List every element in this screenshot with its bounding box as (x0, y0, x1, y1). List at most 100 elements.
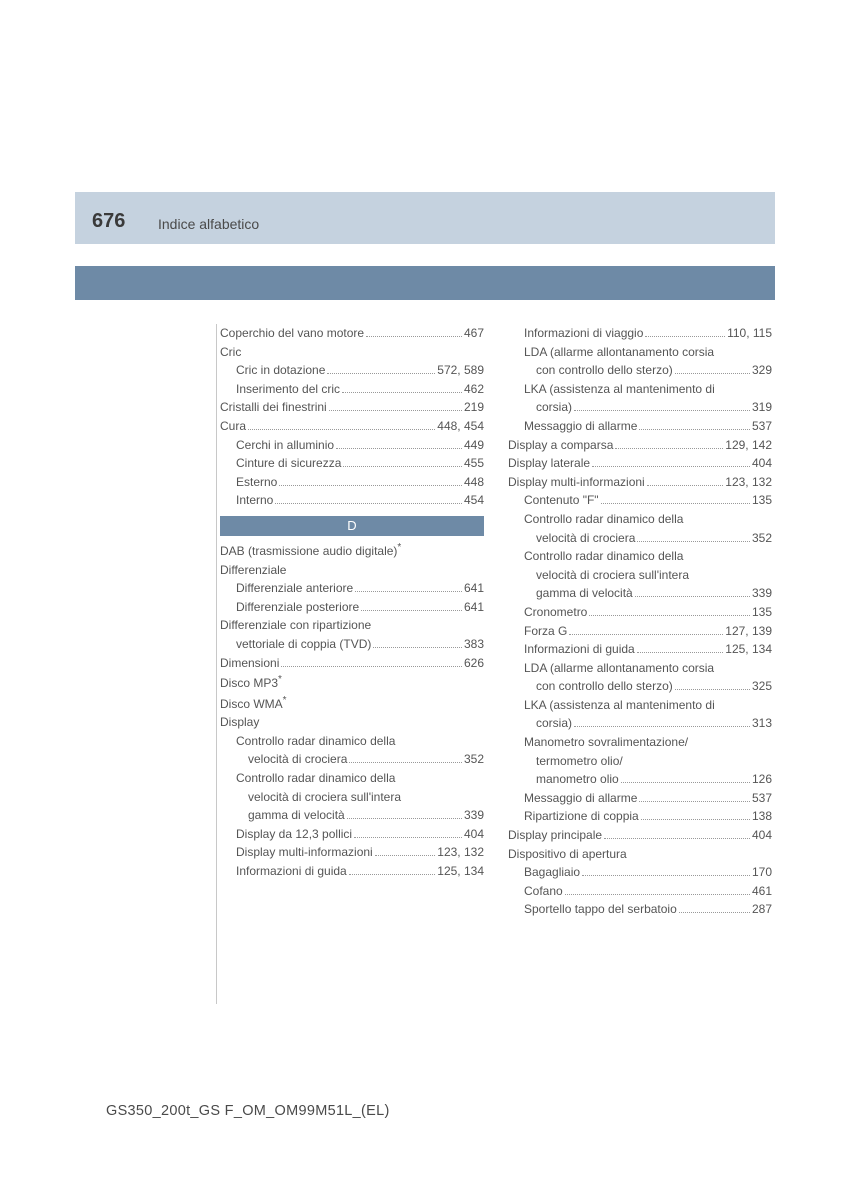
index-entry: Manometro sovralimentazione/ (508, 733, 772, 752)
index-entry: Informazioni di viaggio110, 115 (508, 324, 772, 343)
entry-label: con controllo dello sterzo) (536, 677, 673, 696)
index-entry: Dispositivo di apertura (508, 845, 772, 864)
entry-label: velocità di crociera (248, 750, 347, 769)
page-number: 676 (92, 210, 125, 233)
asterisk-icon: * (278, 674, 282, 685)
index-entry: velocità di crociera352 (220, 750, 484, 769)
index-entry: Controllo radar dinamico della (508, 510, 772, 529)
leader-dots (275, 503, 462, 504)
leader-dots (375, 855, 436, 856)
entry-label: LDA (allarme allontanamento corsia (524, 659, 714, 678)
index-entry: corsia)313 (508, 714, 772, 733)
leader-dots (582, 875, 750, 876)
entry-page: 126 (752, 770, 772, 789)
leader-dots (574, 726, 750, 727)
index-entry: Display (220, 713, 484, 732)
entry-label: velocità di crociera sull'intera (248, 788, 401, 807)
index-entry: Display da 12,3 pollici404 (220, 825, 484, 844)
entry-label: Contenuto "F" (524, 491, 599, 510)
index-entry: gamma di velocità339 (220, 806, 484, 825)
index-entry: velocità di crociera sull'intera (508, 566, 772, 585)
entry-label: Controllo radar dinamico della (236, 732, 395, 751)
entry-page: 404 (752, 454, 772, 473)
entry-label: Display multi-informazioni (236, 843, 373, 862)
index-entry: Forza G 127, 139 (508, 622, 772, 641)
entry-page: 170 (752, 863, 772, 882)
entry-page: 462 (464, 380, 484, 399)
leader-dots (354, 837, 462, 838)
entry-page: 219 (464, 398, 484, 417)
index-entry: con controllo dello sterzo)325 (508, 677, 772, 696)
entry-label: Dimensioni (220, 654, 279, 673)
asterisk-icon: * (283, 695, 287, 706)
leader-dots (637, 541, 750, 542)
entry-label: Sportello tappo del serbatoio (524, 900, 677, 919)
entry-label: Cric (220, 343, 241, 362)
index-entry: LDA (allarme allontanamento corsia (508, 659, 772, 678)
entry-page: 138 (752, 807, 772, 826)
leader-dots (336, 448, 462, 449)
leader-dots (635, 596, 750, 597)
index-entry: Cric in dotazione572, 589 (220, 361, 484, 380)
index-entry: Contenuto "F" 135 (508, 491, 772, 510)
leader-dots (615, 448, 723, 449)
entry-label: LDA (allarme allontanamento corsia (524, 343, 714, 362)
index-entry: manometro olio 126 (508, 770, 772, 789)
entry-page: 339 (752, 584, 772, 603)
index-entry: Cristalli dei finestrini 219 (220, 398, 484, 417)
leader-dots (281, 666, 462, 667)
leader-dots (329, 410, 462, 411)
entry-label: Cronometro (524, 603, 587, 622)
index-entry: Inserimento del cric462 (220, 380, 484, 399)
leader-dots (637, 652, 724, 653)
entry-label: Cristalli dei finestrini (220, 398, 327, 417)
entry-label: Cerchi in alluminio (236, 436, 334, 455)
index-entry: Messaggio di allarme537 (508, 417, 772, 436)
footer-text: GS350_200t_GS F_OM_OM99M51L_(EL) (106, 1103, 390, 1119)
entry-label: Controllo radar dinamico della (524, 547, 683, 566)
entry-label: con controllo dello sterzo) (536, 361, 673, 380)
entry-label: Cinture di sicurezza (236, 454, 341, 473)
index-entry: Informazioni di guida125, 134 (220, 862, 484, 881)
entry-page: 135 (752, 491, 772, 510)
entry-label: LKA (assistenza al mantenimento di (524, 380, 715, 399)
left-column: Coperchio del vano motore467CricCric in … (220, 324, 484, 919)
entry-label: Informazioni di guida (236, 862, 347, 881)
leader-dots (604, 838, 750, 839)
entry-page: 461 (752, 882, 772, 901)
entry-label: DAB (trasmissione audio digitale)* (220, 540, 401, 561)
entry-label: manometro olio (536, 770, 619, 789)
entry-page: 537 (752, 417, 772, 436)
index-entry: Interno 454 (220, 491, 484, 510)
section-letter: D (220, 516, 484, 536)
leader-dots (342, 392, 462, 393)
entry-page: 339 (464, 806, 484, 825)
leader-dots (647, 485, 724, 486)
index-entry: Controllo radar dinamico della (220, 769, 484, 788)
index-entry: Differenziale posteriore641 (220, 598, 484, 617)
leader-dots (592, 466, 750, 467)
index-entry: Disco MP3* (220, 672, 484, 693)
index-entry: Display multi-informazioni123, 132 (220, 843, 484, 862)
entry-page: 404 (752, 826, 772, 845)
entry-label: termometro olio/ (536, 752, 623, 771)
leader-dots (639, 429, 750, 430)
entry-page: 454 (464, 491, 484, 510)
entry-page: 127, 139 (725, 622, 772, 641)
entry-page: 455 (464, 454, 484, 473)
index-entry: Sportello tappo del serbatoio 287 (508, 900, 772, 919)
entry-page: 448 (464, 473, 484, 492)
entry-label: Interno (236, 491, 273, 510)
entry-page: 287 (752, 900, 772, 919)
index-entry: Ripartizione di coppia138 (508, 807, 772, 826)
leader-dots (366, 336, 462, 337)
entry-page: 641 (464, 598, 484, 617)
entry-label: velocità di crociera (536, 529, 635, 548)
entry-label: Cofano (524, 882, 563, 901)
entry-label: gamma di velocità (536, 584, 633, 603)
index-entry: Display a comparsa129, 142 (508, 436, 772, 455)
entry-label: Forza G (524, 622, 567, 641)
column-divider (216, 324, 217, 1004)
page-title: Indice alfabetico (158, 216, 259, 232)
leader-dots (639, 801, 750, 802)
